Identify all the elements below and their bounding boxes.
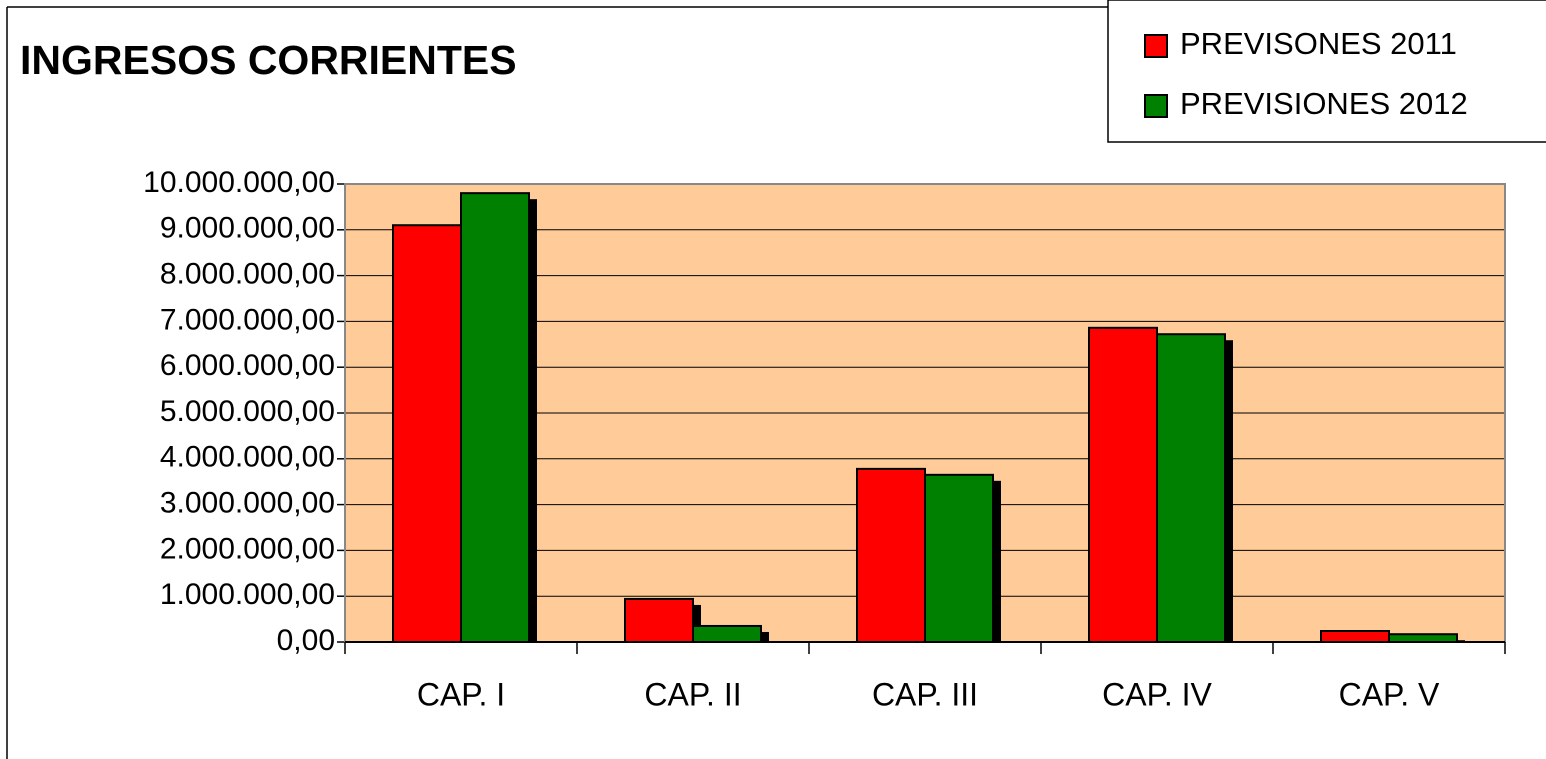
legend-label: PREVISONES 2011 [1180, 26, 1457, 61]
x-tick-label: CAP. I [417, 676, 505, 712]
legend [1107, 0, 1546, 143]
y-tick-label: 0,00 [277, 624, 335, 657]
bar [856, 467, 926, 643]
y-tick-label: 10.000.000,00 [143, 166, 335, 199]
legend-swatch [1144, 34, 1168, 58]
y-tick-label: 8.000.000,00 [160, 258, 335, 291]
x-tick-label: CAP. V [1339, 676, 1440, 712]
y-tick-label: 7.000.000,00 [160, 303, 335, 336]
y-tick-label: 5.000.000,00 [160, 395, 335, 428]
bar [1388, 633, 1458, 643]
bar [1320, 630, 1390, 643]
bar [624, 597, 694, 643]
legend-label: PREVISIONES 2012 [1180, 86, 1468, 121]
x-tick-label: CAP. II [644, 676, 741, 712]
y-tick-label: 9.000.000,00 [160, 212, 335, 245]
x-tick-label: CAP. III [872, 676, 978, 712]
bar [1156, 333, 1226, 643]
bar [924, 473, 994, 643]
y-tick-label: 1.000.000,00 [160, 578, 335, 611]
bar [460, 192, 530, 643]
chart-title: INGRESOS CORRIENTES [20, 37, 517, 83]
bar [392, 224, 462, 643]
y-tick-label: 2.000.000,00 [160, 532, 335, 565]
bar [1088, 326, 1158, 643]
y-tick-label: 6.000.000,00 [160, 349, 335, 382]
legend-swatch [1144, 94, 1168, 118]
y-tick-label: 3.000.000,00 [160, 487, 335, 520]
x-tick-label: CAP. IV [1102, 676, 1212, 712]
bar [692, 624, 762, 643]
y-tick-label: 4.000.000,00 [160, 441, 335, 474]
